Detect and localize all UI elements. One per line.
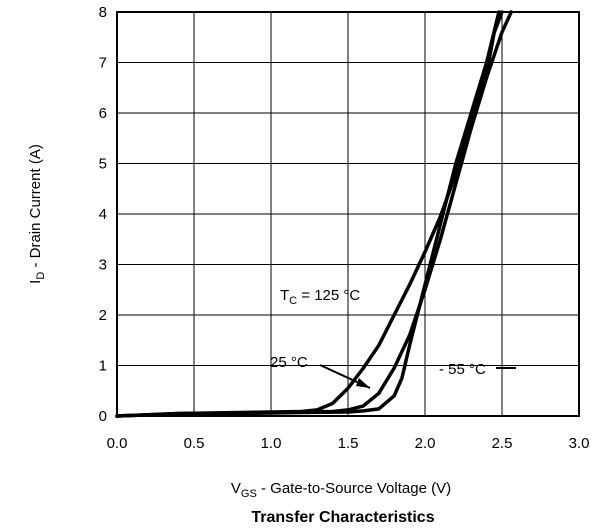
y-tick-labels: 0 1 2 3 4 5 6 7 8: [99, 4, 107, 425]
annotation-tc-125: TC = 125 °C: [280, 287, 360, 307]
x-axis-title: VGS - Gate-to-Source Voltage (V): [231, 480, 451, 500]
x-tick-label: 1.5: [338, 435, 359, 452]
y-tick-label: 6: [99, 105, 107, 122]
annotation-arrowhead-25: [356, 378, 370, 388]
y-tick-label: 7: [99, 55, 107, 72]
series-group: [115, 10, 513, 418]
x-tick-label: 3.0: [569, 435, 590, 452]
y-tick-label: 1: [99, 358, 107, 375]
x-tick-label: 2.0: [415, 435, 436, 452]
x-tick-labels: 0.0 0.5 1.0 1.5 2.0 2.5 3.0: [107, 435, 590, 452]
grid: [117, 12, 579, 416]
y-tick-label: 5: [99, 156, 107, 173]
x-tick-label: 0.5: [184, 435, 205, 452]
y-tick-label: 4: [99, 206, 107, 223]
annotation-25c: 25 °C: [270, 354, 308, 371]
y-tick-label: 2: [99, 307, 107, 324]
x-tick-label: 1.0: [261, 435, 282, 452]
y-tick-label: 8: [99, 4, 107, 21]
y-tick-label: 0: [99, 408, 107, 425]
y-tick-label: 3: [99, 257, 107, 274]
annotation-minus55c: - 55 °C: [439, 361, 486, 378]
x-tick-label: 2.5: [492, 435, 513, 452]
y-axis-title: ID - Drain Current (A): [27, 144, 47, 284]
series-line-minus55c: [115, 10, 501, 418]
chart-title: Transfer Characteristics: [251, 509, 434, 526]
plot-frame: [116, 11, 580, 417]
x-tick-label: 0.0: [107, 435, 128, 452]
